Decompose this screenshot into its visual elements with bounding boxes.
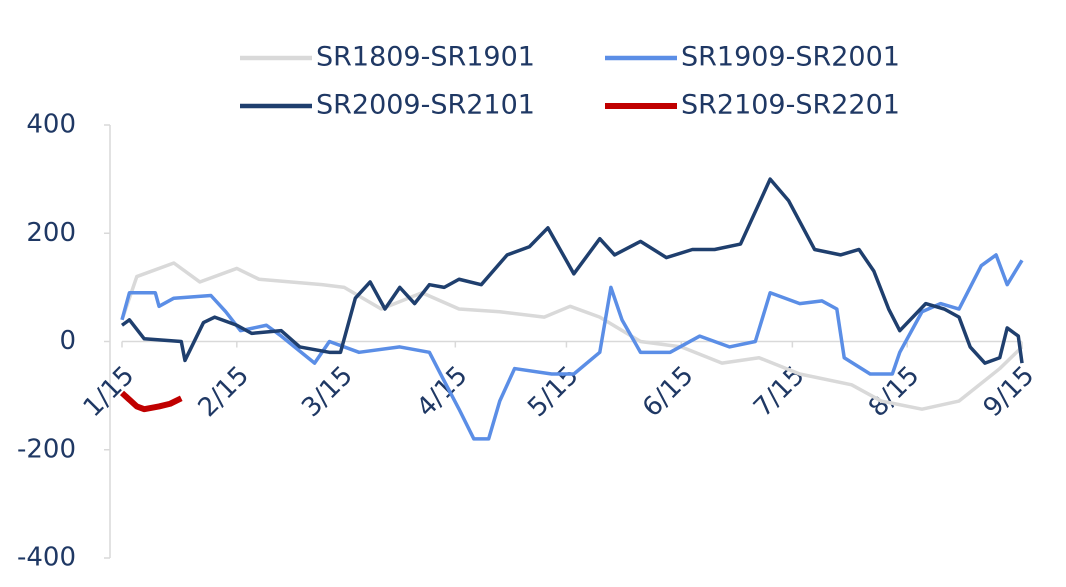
x-tick-label: 7/15 xyxy=(748,361,811,424)
y-tick-label: 0 xyxy=(59,326,76,356)
x-tick-label: 4/15 xyxy=(411,361,474,424)
legend-label: SR2109-SR2201 xyxy=(681,90,900,121)
legend-label: SR1809-SR1901 xyxy=(316,42,535,73)
y-tick-label: -400 xyxy=(17,543,76,573)
legend-label: SR1909-SR2001 xyxy=(681,42,900,73)
series-line xyxy=(119,390,183,413)
x-tick-label: 1/15 xyxy=(78,361,141,424)
x-tick-label: 9/15 xyxy=(978,361,1041,424)
x-tick-label: 3/15 xyxy=(296,361,359,424)
legend-label: SR2009-SR2101 xyxy=(316,90,535,121)
y-tick-label: -200 xyxy=(17,434,76,464)
x-tick-label: 2/15 xyxy=(193,361,256,424)
series-line xyxy=(120,261,1024,411)
series-line xyxy=(120,253,1024,441)
series-line xyxy=(120,177,1024,365)
y-tick-label: 400 xyxy=(26,110,76,140)
x-tick-label: 6/15 xyxy=(637,361,700,424)
y-tick-label: 200 xyxy=(26,218,76,248)
